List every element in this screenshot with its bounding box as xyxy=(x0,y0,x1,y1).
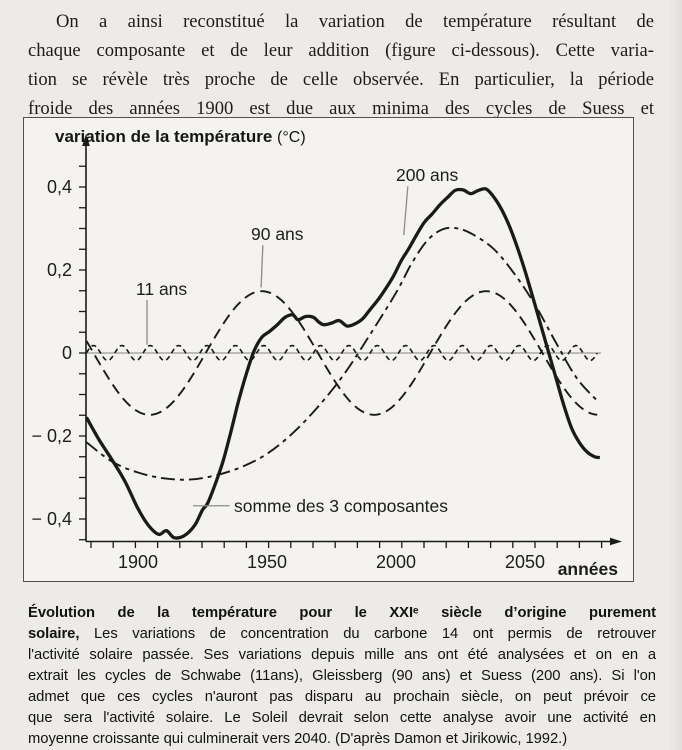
curve-11-ans xyxy=(85,344,598,362)
caption-regular: moyenne croissante qui culminerait vers … xyxy=(28,731,568,747)
caption-line: admet que ces cycles n'auront pas dispar… xyxy=(28,687,656,708)
intro-line: tion se révèle très proche de celle obse… xyxy=(28,69,654,90)
curve-annotation-label: 11 ans xyxy=(136,279,187,299)
y-tick-label: 0,2 xyxy=(47,260,72,280)
y-tick-label: 0,4 xyxy=(47,177,72,197)
intro-line: On a ainsi reconstitué la variation de t… xyxy=(56,11,654,32)
figure-frame: 0,4 0,2 0 − 0,2 − 0,4 1900 1950 2000 2050 années 1… xyxy=(23,117,634,582)
temperature-variation-chart: 0,4 0,2 0 − 0,2 − 0,4 1900 1950 2000 2050 années 1… xyxy=(31,134,622,579)
caption-regular: l'activité solaire passée. Ses variation… xyxy=(28,647,656,663)
x-tick-label: 1900 xyxy=(118,552,158,572)
curve-somme-des-3-composantes xyxy=(84,187,601,540)
x-axis-unit-label: années xyxy=(558,559,619,579)
caption-regular: Les variations de concentration du carbo… xyxy=(79,626,656,642)
caption-line: moyenne croissante qui culminerait vers … xyxy=(28,729,656,750)
y-tick-label: − 0,2 xyxy=(31,426,72,446)
y-axis-arrowhead xyxy=(82,134,90,146)
intro-paragraph: On a ainsi reconstitué la variation de t… xyxy=(28,7,654,123)
y-axis-title-unit: (°C) xyxy=(277,129,306,146)
caption-line: Évolution de la température pour le XXIᵉ… xyxy=(28,603,656,624)
curve-annotation-label: somme des 3 composantes xyxy=(234,496,448,516)
caption-regular: admet que ces cycles n'auront pas dispar… xyxy=(28,689,656,705)
x-tick-label: 2050 xyxy=(505,552,545,572)
intro-line: chaque composante et de leur addition (f… xyxy=(28,40,654,61)
x-axis-arrowhead xyxy=(610,537,622,546)
annotation-pointer-line xyxy=(260,245,264,288)
y-tick-label: − 0,4 xyxy=(31,509,72,529)
y-axis-title-text: variation de la température xyxy=(55,127,273,146)
caption-line: solaire, Les variations de concentration… xyxy=(28,624,656,645)
x-tick-label: 1950 xyxy=(247,552,287,572)
caption-line: que sera l'activité solaire. Le Soleil d… xyxy=(28,708,656,729)
caption-regular: extrait les cycles de Schwabe (11ans), G… xyxy=(28,668,656,684)
y-axis-title: variation de la température (°C) xyxy=(55,127,306,147)
x-tick-label: 2000 xyxy=(376,552,416,572)
figure-caption: Évolution de la température pour le XXIᵉ… xyxy=(28,603,656,750)
caption-bold: solaire, xyxy=(28,626,80,642)
curve-annotation-label: 90 ans xyxy=(251,224,304,244)
caption-line: l'activité solaire passée. Ses variation… xyxy=(28,645,656,666)
y-tick-label: 0 xyxy=(62,343,72,363)
curve-annotation-label: 200 ans xyxy=(396,165,459,185)
caption-line: extrait les cycles de Schwabe (11ans), G… xyxy=(28,666,656,687)
annotation-pointer-line xyxy=(403,186,409,236)
caption-regular: que sera l'activité solaire. Le Soleil d… xyxy=(28,710,656,726)
intro-line: froide des années 1900 est due aux minim… xyxy=(28,98,654,119)
caption-bold: Évolution de la température pour le XXIᵉ… xyxy=(28,605,656,621)
curve-90-ans xyxy=(85,290,598,416)
